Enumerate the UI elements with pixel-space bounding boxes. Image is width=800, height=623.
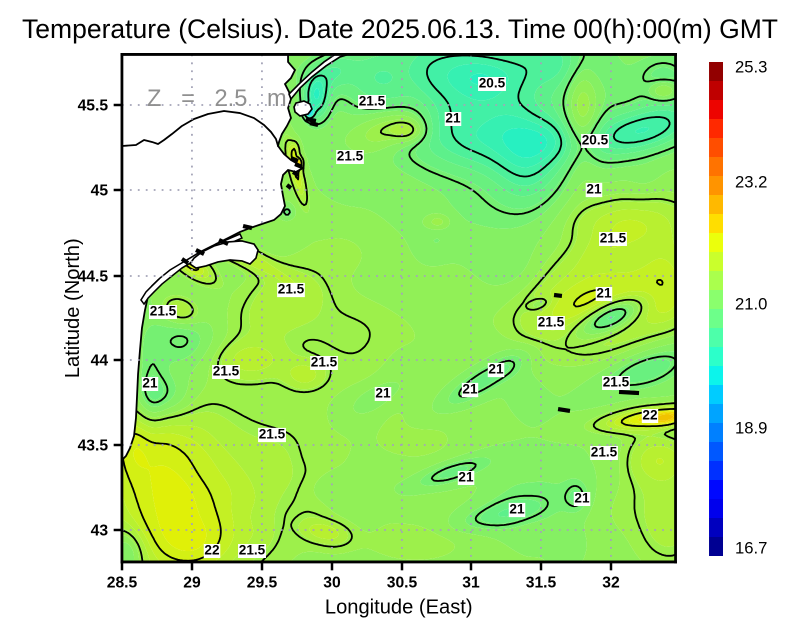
- svg-text:43.5: 43.5: [78, 438, 109, 455]
- svg-text:21.5: 21.5: [311, 355, 338, 370]
- svg-text:21.5: 21.5: [278, 282, 305, 297]
- svg-text:31: 31: [462, 574, 480, 591]
- svg-text:32: 32: [602, 574, 620, 591]
- svg-text:21.5: 21.5: [150, 304, 177, 319]
- svg-text:44: 44: [91, 353, 109, 370]
- svg-text:Longitude (East): Longitude (East): [325, 596, 473, 618]
- svg-text:22: 22: [204, 543, 220, 558]
- svg-text:21.5: 21.5: [359, 94, 386, 109]
- svg-text:21: 21: [586, 182, 602, 197]
- svg-text:21.0: 21.0: [735, 294, 767, 313]
- svg-text:21.5: 21.5: [259, 427, 286, 442]
- svg-text:21: 21: [488, 362, 504, 377]
- svg-text:45: 45: [91, 183, 109, 200]
- svg-text:31.5: 31.5: [526, 574, 557, 591]
- svg-text:21.5: 21.5: [603, 375, 630, 390]
- svg-text:21: 21: [509, 502, 525, 517]
- svg-text:21: 21: [142, 376, 158, 391]
- svg-text:21.5: 21.5: [239, 543, 266, 558]
- svg-text:44.5: 44.5: [78, 269, 109, 286]
- svg-text:30: 30: [323, 574, 341, 591]
- svg-text:28.5: 28.5: [107, 574, 138, 591]
- svg-text:21: 21: [596, 286, 612, 301]
- svg-text:21: 21: [574, 491, 590, 506]
- svg-text:21: 21: [462, 382, 478, 397]
- svg-text:21.5: 21.5: [538, 315, 565, 330]
- svg-text:21.5: 21.5: [213, 364, 240, 379]
- svg-text:21: 21: [445, 111, 461, 126]
- svg-text:16.7: 16.7: [735, 538, 767, 557]
- svg-text:21: 21: [458, 470, 474, 485]
- svg-text:29: 29: [183, 574, 201, 591]
- svg-text:29.5: 29.5: [247, 574, 278, 591]
- svg-text:18.9: 18.9: [735, 418, 767, 437]
- svg-text:30.5: 30.5: [387, 574, 418, 591]
- svg-text:Temperature (Celsius). Date 20: Temperature (Celsius). Date 2025.06.13. …: [22, 14, 778, 44]
- svg-text:21.5: 21.5: [337, 149, 364, 164]
- svg-text:Latitude (North): Latitude (North): [62, 238, 84, 378]
- svg-text:23.2: 23.2: [735, 172, 767, 191]
- svg-text:43: 43: [91, 523, 109, 540]
- svg-text:Z = 2.5 m: Z = 2.5 m: [147, 86, 287, 112]
- svg-text:20.5: 20.5: [479, 76, 506, 91]
- svg-text:45.5: 45.5: [78, 98, 109, 115]
- svg-text:25.3: 25.3: [735, 57, 767, 76]
- svg-text:21.5: 21.5: [591, 445, 618, 460]
- svg-text:22: 22: [642, 408, 658, 423]
- svg-text:20.5: 20.5: [582, 133, 609, 148]
- svg-text:21.5: 21.5: [600, 231, 627, 246]
- svg-text:21: 21: [375, 386, 391, 401]
